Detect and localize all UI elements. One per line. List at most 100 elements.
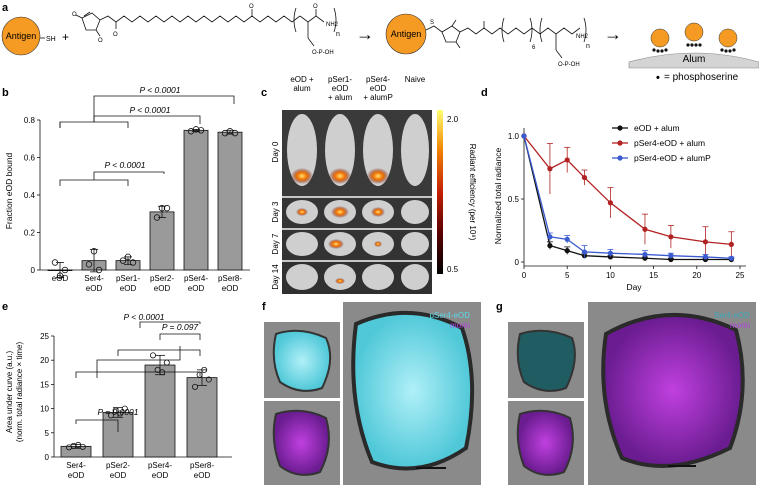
b-xtick-label: pSer2-	[150, 274, 174, 283]
e-point	[201, 366, 208, 373]
d-point	[702, 239, 709, 245]
reaction-arrow-1: →	[356, 24, 374, 44]
e-point	[108, 412, 115, 419]
d-legend-label: pSer4-eOD + alum	[634, 138, 705, 148]
maleimide-linker-structure	[75, 7, 337, 47]
e-bar	[186, 377, 218, 458]
d-xtick-label: 0	[522, 271, 527, 280]
c-row-labels: Day 0 Day 3 Day 7 Day 14	[271, 141, 280, 290]
d-point	[581, 174, 588, 181]
panel-f-letter: f	[262, 301, 266, 313]
b-xtick-label: pSer4-	[184, 274, 208, 283]
e-point	[163, 359, 170, 366]
panel-e-letter: e	[2, 301, 8, 313]
e-xtick-label: eOD	[110, 471, 127, 480]
b-ytick-label: 0.2	[24, 229, 36, 238]
b-xtick-label: eOD	[188, 284, 205, 293]
e-xtick-label: pSer8-	[190, 461, 214, 470]
b-point	[158, 204, 166, 212]
e-pval-1: P = 0.0001	[97, 407, 138, 417]
c-cbar-max: 2.0	[447, 115, 459, 124]
c-column-header: pSer4-	[366, 75, 390, 84]
d-point	[668, 253, 674, 259]
b-point	[85, 261, 93, 268]
b-bar	[149, 211, 175, 271]
g-legend-1: Ser4-eOD	[714, 311, 750, 320]
e-brackets	[75, 321, 201, 432]
alum-surface	[628, 52, 759, 69]
b-point	[197, 127, 205, 134]
b-xtick-label: Ser4-	[84, 274, 104, 283]
alum-antigen-1	[650, 28, 670, 48]
panel-a: a Antigen SH + O O O O O n NH2 O-P-OH	[1, 2, 759, 84]
e-point	[191, 383, 198, 390]
d-xtick-label: 5	[565, 271, 570, 280]
antigen-circle	[1, 16, 41, 56]
c-row-label: Day 0	[271, 141, 280, 162]
d-point	[564, 157, 570, 163]
c-row-label: Day 14	[271, 264, 280, 290]
repeat-n-left: n	[336, 31, 340, 38]
d-point	[521, 133, 527, 139]
d-ytick-label: 0.5	[508, 195, 520, 204]
e-point	[154, 366, 161, 373]
b-xtick-label: eOD	[86, 284, 103, 293]
nh2-right: NH2	[576, 34, 589, 40]
d-ytick-label: 1.0	[508, 132, 520, 141]
b-marks: eOD Ser4-eODpSer1-eODpSer2-eODpSer4-eODpS…	[47, 126, 243, 293]
e-ylabel2: (norm. total radiance × time)	[15, 342, 24, 443]
d-legend: eOD + alum pSer4-eOD + alum pSer4-eOD + al…	[612, 123, 711, 163]
d-point	[581, 249, 588, 255]
d-legend-label: eOD + alum	[634, 123, 680, 133]
panel-a-letter: a	[2, 2, 9, 14]
b-brackets	[59, 95, 235, 186]
e-point	[205, 376, 212, 383]
e-ytick-label: 20	[40, 356, 49, 365]
conjugate-structure	[425, 17, 587, 59]
e-ytick-label: 5	[45, 429, 50, 438]
d-point	[564, 248, 570, 254]
phosphoserine-dots	[652, 43, 736, 53]
legend-bullet: •	[656, 72, 660, 84]
e-point	[117, 410, 124, 417]
d-point	[547, 243, 553, 249]
d-xtick-label: 20	[692, 271, 701, 280]
d-point	[547, 234, 553, 240]
b-ytick-label: 0	[31, 266, 36, 275]
e-ytick-label: 25	[40, 332, 49, 341]
svg-text:O-P-OH: O-P-OH	[312, 50, 334, 56]
c-column-header: eOD +	[290, 75, 314, 84]
e-xtick-label: eOD	[194, 471, 211, 480]
g-legend-2: morin	[730, 321, 750, 330]
panel-e: e Area under curve (a.u.) (norm. total r…	[2, 301, 232, 480]
svg-text:O: O	[72, 12, 77, 18]
e-point	[149, 352, 156, 359]
e-xtick-label: pSer2-	[106, 461, 130, 470]
b-point	[153, 214, 161, 221]
legend-phosphoserine: = phosphoserine	[664, 72, 739, 83]
d-legend-label: pSer4-eOD + alumP	[634, 153, 711, 163]
e-yticks: 0 5 10 15 20 25	[40, 332, 54, 462]
b-point	[95, 266, 103, 274]
d-xtick-label: 10	[606, 271, 615, 280]
e-xtick-label: eOD	[68, 471, 85, 480]
f-legend-2: morin	[450, 321, 470, 330]
b-point	[163, 204, 171, 212]
svg-text:O: O	[98, 38, 103, 44]
d-point	[607, 200, 614, 206]
b-ytick-label: 0.4	[24, 191, 36, 200]
b-point	[124, 253, 132, 261]
d-xtick-label: 15	[649, 271, 658, 280]
b-point	[90, 248, 98, 255]
alum-antigen-2	[684, 22, 704, 42]
b-point	[231, 129, 239, 137]
b-point	[192, 126, 200, 133]
c-column-header: eOD	[332, 84, 349, 93]
e-ytick-label: 15	[40, 380, 49, 389]
d-xtick-label: 25	[736, 271, 745, 280]
c-column-header: + alumP	[363, 93, 393, 102]
b-point	[129, 259, 137, 266]
panel-b-letter: b	[2, 87, 9, 99]
